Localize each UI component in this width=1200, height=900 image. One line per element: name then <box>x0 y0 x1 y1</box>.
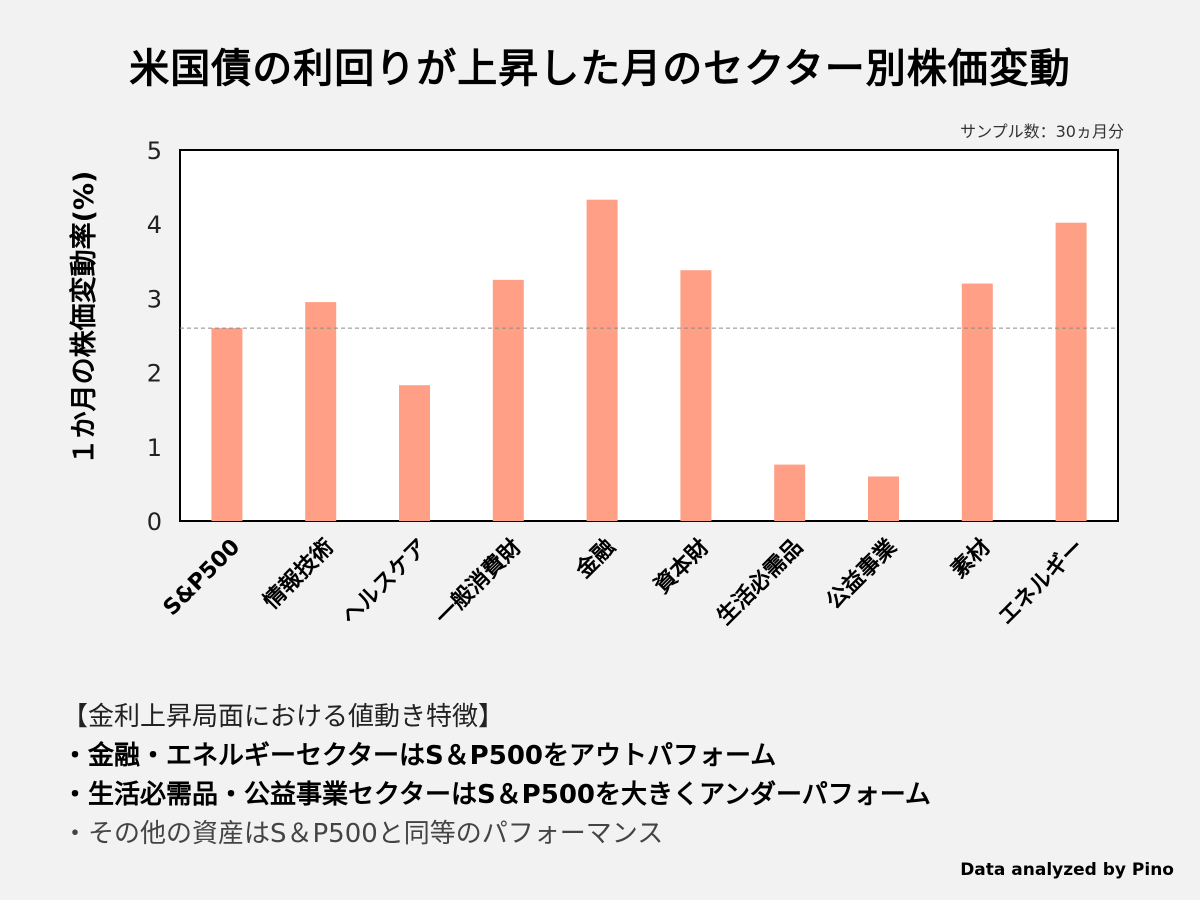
bar <box>1055 222 1087 521</box>
x-tick-label: エネルギー <box>994 535 1089 630</box>
y-axis-label: １か月の株価変動率(%) <box>68 171 100 466</box>
y-tick-label: 4 <box>147 211 162 239</box>
note-bullet-underperform: ・生活必需品・公益事業セクターはS＆P500を大きくアンダーパフォーム <box>62 780 931 810</box>
x-tick-label: S&P500 <box>159 535 245 621</box>
x-tick-label: 情報技術 <box>258 534 339 615</box>
chart-title: 米国債の利回りが上昇した月のセクター別株価変動 <box>129 46 1071 92</box>
bar <box>211 328 243 521</box>
y-tick-label: 1 <box>147 434 162 462</box>
bar <box>868 476 899 521</box>
x-tick-label: 資本財 <box>649 534 714 599</box>
credit-text: Data analyzed by Pino <box>960 860 1174 880</box>
y-tick-label: 2 <box>147 360 162 388</box>
sample-size-note: サンプル数：30ヵ月分 <box>960 122 1124 141</box>
note-bullet-other: ・その他の資産はS＆P500と同等のパフォーマンス <box>62 819 664 849</box>
note-bullet-outperform: ・金融・エネルギーセクターはS＆P500をアウトパフォーム <box>62 741 777 771</box>
x-tick-label: ヘルスケア <box>337 535 432 630</box>
x-tick-label: 素材 <box>946 534 996 584</box>
bar <box>305 302 337 521</box>
bar <box>961 283 993 521</box>
x-tick-label: 公益事業 <box>821 533 902 614</box>
y-tick-label: 5 <box>147 137 162 165</box>
bar <box>680 270 712 521</box>
notes-panel: 【金利上昇局面における値動き特徴】 ・金融・エネルギーセクターはS＆P500をア… <box>62 698 1182 854</box>
bar <box>586 199 618 522</box>
bar <box>492 279 524 521</box>
y-tick-label: 3 <box>147 285 162 313</box>
x-tick-label: 一般消費財 <box>430 534 526 630</box>
notes-heading: 【金利上昇局面における値動き特徴】 <box>62 702 505 732</box>
x-tick-label: 金融 <box>570 534 620 584</box>
bar <box>774 464 806 521</box>
x-tick-label: 生活必需品 <box>712 534 808 630</box>
plot-area <box>179 149 1119 522</box>
bar <box>399 385 430 521</box>
y-tick-label: 0 <box>147 508 162 536</box>
